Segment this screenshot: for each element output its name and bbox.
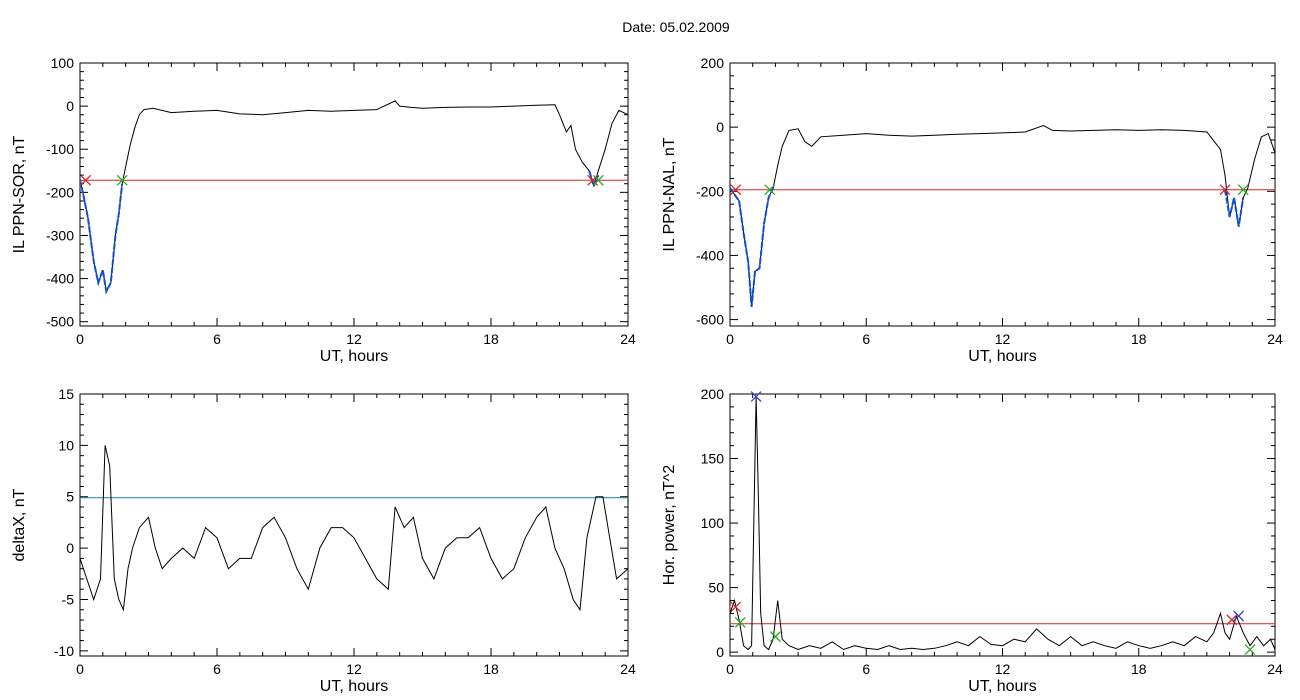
y-tick-label: -400 xyxy=(696,247,724,263)
cross-marker xyxy=(734,616,746,628)
x-tick-label: 12 xyxy=(995,661,1011,677)
panel-hor-power: 0 6 12 18 24 200 150 100 50 0 UT, hours Hor. power,… xyxy=(661,386,1283,695)
cross-marker xyxy=(592,174,604,186)
x-tick-label: 18 xyxy=(483,331,499,347)
y-tick-label: 200 xyxy=(701,386,725,402)
x-tick-label: 0 xyxy=(726,331,734,347)
y-tick-label: 200 xyxy=(701,55,725,71)
y-tick-label: -5 xyxy=(62,591,75,607)
event-segment xyxy=(588,170,600,189)
x-tick-label: 24 xyxy=(620,331,636,347)
y-tick-label: 5 xyxy=(66,489,74,505)
cross-marker xyxy=(1219,184,1231,196)
x-tick-label: 18 xyxy=(1131,661,1147,677)
series-line xyxy=(730,396,1275,651)
x-tick-label: 6 xyxy=(213,661,221,677)
y-tick-label: 0 xyxy=(66,98,74,114)
x-axis-label: UT, hours xyxy=(320,678,388,695)
cross-marker xyxy=(750,391,762,403)
x-tick-label: 12 xyxy=(346,661,362,677)
y-tick-label: -200 xyxy=(696,183,724,199)
x-tick-label: 6 xyxy=(862,661,870,677)
plot-frame xyxy=(79,62,629,327)
cross-marker xyxy=(1233,610,1245,622)
cross-marker xyxy=(1244,644,1256,656)
y-tick-label: -10 xyxy=(54,643,74,659)
x-tick-label: 0 xyxy=(76,661,84,677)
plot-frame xyxy=(729,393,1276,657)
x-tick-label: 24 xyxy=(1267,331,1283,347)
panel-il-ppn-sor: 0 6 12 18 24 100 0 -100 -200 -300 -400 -500 UT, hour… xyxy=(11,55,636,365)
x-axis-label: UT, hours xyxy=(968,678,1036,695)
y-tick-label: -300 xyxy=(46,227,74,243)
cross-marker xyxy=(80,174,92,186)
series-line xyxy=(80,445,628,612)
y-axis-label: deltaX, nT xyxy=(11,488,28,561)
cross-marker xyxy=(764,184,776,196)
y-axis-label: IL PPN-SOR, nT xyxy=(11,135,28,253)
x-tick-label: 18 xyxy=(1131,331,1147,347)
y-tick-label: -500 xyxy=(46,314,74,330)
event-segment xyxy=(730,187,775,307)
x-tick-label: 6 xyxy=(862,331,870,347)
cross-marker xyxy=(769,631,781,643)
x-tick-label: 0 xyxy=(726,661,734,677)
y-axis-label: IL PPN-NAL, nT xyxy=(661,137,678,251)
x-axis-label: UT, hours xyxy=(968,348,1036,365)
cross-marker xyxy=(587,174,599,186)
page-title: Date: 05.02.2009 xyxy=(622,19,730,35)
event-segment xyxy=(1224,189,1245,227)
x-tick-label: 12 xyxy=(346,331,362,347)
cross-marker xyxy=(730,184,742,196)
x-tick-label: 18 xyxy=(483,661,499,677)
y-tick-label: -100 xyxy=(46,141,74,157)
y-tick-label: -400 xyxy=(46,271,74,287)
x-tick-label: 12 xyxy=(995,331,1011,347)
cross-marker xyxy=(730,601,742,613)
y-tick-label: 0 xyxy=(66,540,74,556)
cross-marker xyxy=(1237,184,1249,196)
cross-marker xyxy=(116,174,128,186)
x-axis-label: UT, hours xyxy=(320,348,388,365)
series-line xyxy=(80,100,628,294)
y-tick-label: 100 xyxy=(51,55,75,71)
y-tick-label: 150 xyxy=(701,451,725,467)
panel-il-ppn-nal: 0 6 12 18 24 200 0 -200 -400 -600 UT, hours IL PPN-… xyxy=(661,55,1283,365)
series-line xyxy=(730,124,1275,307)
y-tick-label: 0 xyxy=(716,119,724,135)
y-tick-label: 15 xyxy=(58,386,74,402)
plot-frame xyxy=(729,62,1276,327)
x-tick-label: 24 xyxy=(620,661,636,677)
x-tick-label: 6 xyxy=(213,331,221,347)
y-tick-label: 0 xyxy=(716,644,724,660)
y-axis-label: Hor. power, nT^2 xyxy=(661,465,678,586)
x-tick-label: 24 xyxy=(1267,661,1283,677)
event-segment xyxy=(80,179,124,295)
y-tick-label: -600 xyxy=(696,312,724,328)
x-tick-label: 0 xyxy=(76,331,84,347)
cross-marker xyxy=(1226,614,1238,626)
y-tick-label: -200 xyxy=(46,184,74,200)
y-tick-label: 100 xyxy=(701,515,725,531)
y-tick-label: 10 xyxy=(58,437,74,453)
panel-deltax: 0 6 12 18 24 15 10 5 0 -5 -10 UT, hours deltaX, nT xyxy=(11,386,636,695)
plot-frame xyxy=(79,393,629,657)
y-tick-label: 50 xyxy=(708,580,724,596)
